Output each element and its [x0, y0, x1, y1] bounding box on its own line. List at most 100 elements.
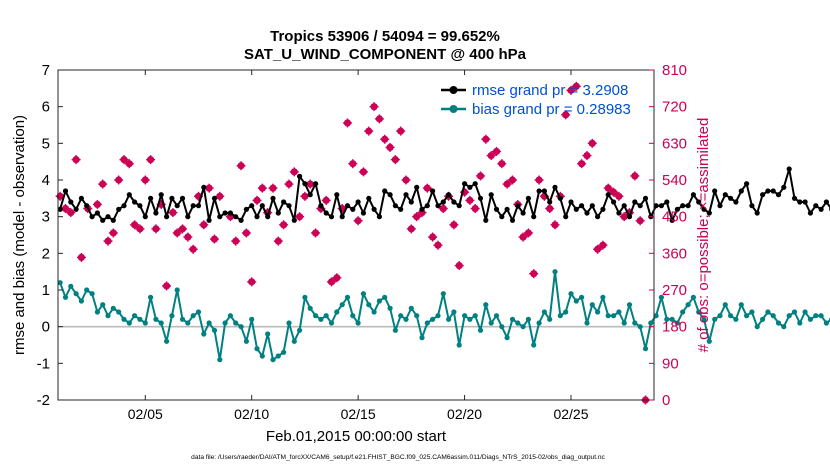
rmse-point — [334, 192, 340, 198]
rmse-point — [419, 206, 425, 212]
bias-point — [504, 335, 510, 341]
obs-count-marker — [279, 220, 289, 230]
obs-count-marker — [598, 240, 608, 250]
bias-point — [313, 313, 319, 319]
bias-point — [249, 316, 255, 322]
bias-point — [536, 320, 542, 326]
rmse-point — [462, 181, 468, 187]
bias-point — [621, 320, 627, 326]
obs-count-marker — [124, 159, 134, 169]
y-left-tick-label: -1 — [37, 355, 50, 372]
rmse-point — [414, 184, 420, 190]
bias-point — [233, 320, 239, 326]
obs-count-marker — [369, 102, 379, 112]
bias-point — [68, 283, 74, 289]
bias-point — [419, 335, 425, 341]
bias-point — [398, 313, 404, 319]
bias-point — [541, 309, 548, 315]
rmse-point — [430, 188, 436, 194]
chart-title-line1: Tropics 53906 / 54094 = 99.652% — [270, 28, 500, 45]
obs-count-marker — [204, 183, 214, 193]
rmse-point — [733, 199, 739, 205]
obs-count-marker — [486, 151, 496, 161]
obs-count-marker — [231, 236, 241, 246]
bias-point — [818, 313, 824, 319]
bias-point — [579, 294, 585, 300]
bias-point — [637, 324, 643, 330]
bias-point — [653, 313, 659, 319]
bias-point — [807, 316, 814, 322]
bias-point — [185, 320, 191, 326]
rmse-point — [387, 192, 393, 198]
legend-bias-marker — [449, 105, 458, 113]
bias-point — [227, 313, 233, 319]
bias-point — [605, 313, 611, 319]
rmse-point — [749, 203, 755, 209]
bias-series — [57, 269, 830, 363]
x-axis: 02/05 02/10 02/15 02/20 02/25 — [128, 70, 589, 422]
bias-point — [573, 298, 579, 304]
rmse-series — [57, 166, 830, 223]
rmse-point — [744, 181, 750, 187]
rmse-point — [738, 188, 744, 194]
bias-point — [169, 313, 175, 319]
bias-point — [733, 316, 739, 322]
x-tick-label: 02/05 — [128, 406, 163, 422]
bias-point — [307, 305, 313, 311]
bias-point — [334, 309, 340, 315]
bias-point — [477, 327, 484, 333]
obs-count-marker — [241, 228, 251, 238]
obs-count-marker — [465, 195, 475, 205]
rmse-point — [233, 214, 239, 220]
bias-point — [275, 353, 281, 359]
bias-point — [291, 338, 297, 344]
obs-count-marker — [178, 224, 188, 234]
bias-point — [696, 309, 702, 315]
rmse-point — [121, 203, 127, 209]
bias-point — [414, 313, 420, 319]
bias-point — [525, 316, 532, 322]
obs-count-marker — [332, 273, 342, 283]
bias-point — [781, 324, 787, 330]
rmse-point — [584, 210, 590, 216]
rmse-point — [621, 203, 627, 209]
obs-count-marker — [119, 155, 129, 165]
bias-point — [680, 309, 686, 315]
rmse-point — [339, 214, 345, 220]
bias-point — [701, 316, 707, 322]
bias-point — [626, 302, 633, 308]
y-left-tick-label: -2 — [37, 392, 50, 409]
rmse-point — [254, 214, 260, 220]
rmse-point — [717, 203, 723, 209]
rmse-point — [350, 206, 356, 212]
rmse-point — [376, 214, 382, 220]
rmse-point — [440, 199, 446, 205]
obs-count-marker — [348, 159, 358, 169]
legend-rmse-label: rmse grand pr = 3.2908 — [472, 82, 628, 99]
bias-point — [350, 313, 356, 319]
bias-point — [472, 313, 478, 319]
legend-rmse-marker — [449, 86, 458, 94]
rmse-point — [722, 192, 728, 198]
bias-point — [690, 294, 697, 300]
rmse-point — [637, 203, 643, 209]
rmse-point — [797, 199, 803, 205]
bias-point — [791, 309, 798, 315]
bias-point — [323, 313, 329, 319]
obs-count-marker — [534, 175, 544, 185]
obs-count-marker — [609, 187, 619, 197]
obs-count-marker — [406, 224, 416, 234]
bias-point — [57, 280, 63, 286]
bias-point — [132, 313, 138, 319]
bias-point — [302, 294, 308, 300]
obs-count-marker — [252, 195, 262, 205]
rmse-point — [270, 195, 276, 201]
bias-point — [408, 305, 414, 311]
rmse-point — [382, 188, 388, 194]
rmse-point — [669, 217, 675, 223]
obs-count-marker — [284, 179, 294, 189]
y-left-tick-label: 6 — [42, 99, 50, 116]
rmse-point — [754, 210, 760, 216]
bias-point — [557, 313, 563, 319]
rmse-point — [760, 192, 766, 198]
